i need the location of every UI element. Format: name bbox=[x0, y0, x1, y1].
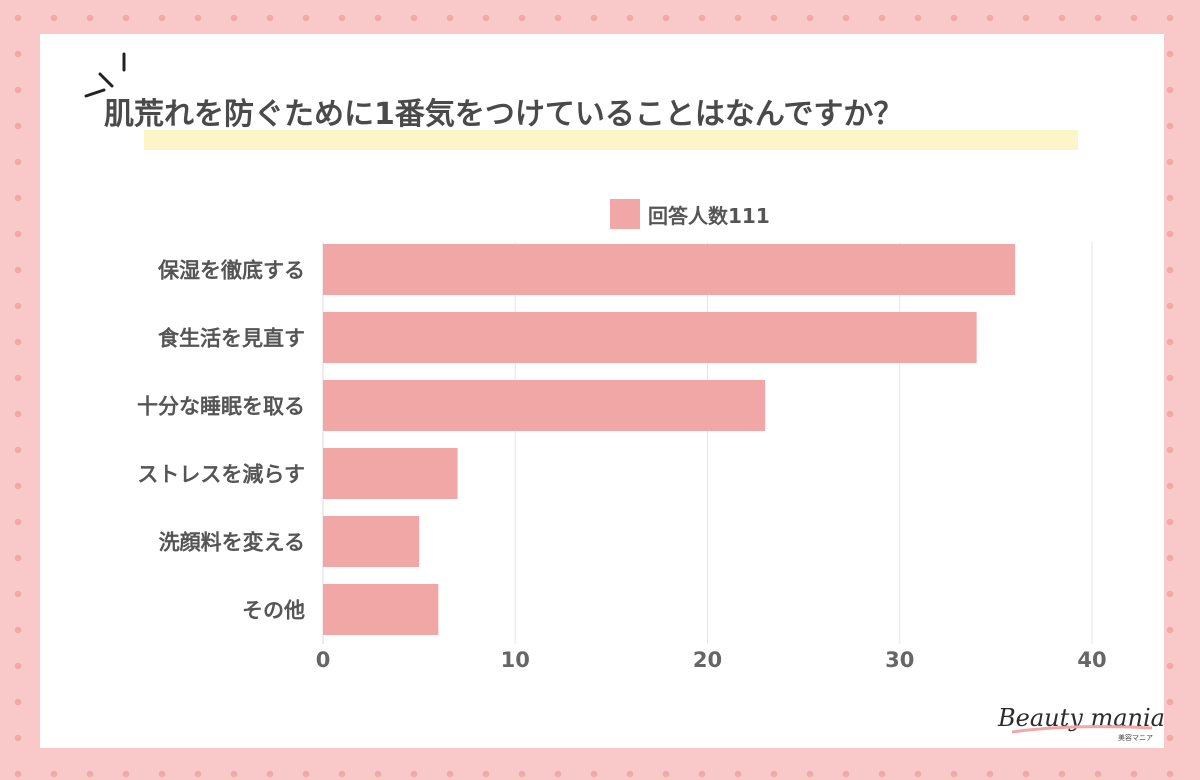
x-axis-ticks: 0 10 20 30 40 bbox=[316, 648, 1107, 672]
bar-chart: 肌荒れを防ぐために1番気をつけていることはなんですか？ 回答人数111 保湿を徹… bbox=[84, 52, 1164, 742]
x-tick-label: 20 bbox=[693, 648, 722, 672]
x-tick-label: 10 bbox=[501, 648, 530, 672]
x-tick-label: 30 bbox=[885, 648, 914, 672]
grid-lines bbox=[322, 242, 1093, 644]
x-tick-label: 0 bbox=[316, 648, 331, 672]
category-label: ストレスを減らす bbox=[137, 463, 305, 487]
chart-title: 肌荒れを防ぐために1番気をつけていることはなんですか？ bbox=[104, 97, 903, 132]
logo-swoosh-icon bbox=[1011, 725, 1153, 734]
bar bbox=[323, 448, 458, 499]
title-highlight bbox=[144, 130, 1078, 150]
category-label: 十分な睡眠を取る bbox=[137, 395, 305, 419]
bars bbox=[323, 244, 1016, 635]
chart-card: 肌荒れを防ぐために1番気をつけていることはなんですか？ 回答人数111 保湿を徹… bbox=[40, 34, 1164, 748]
category-label: 保湿を徹底する bbox=[157, 259, 305, 283]
category-label: 食生活を見直す bbox=[158, 327, 305, 351]
legend: 回答人数111 bbox=[610, 199, 770, 229]
bar bbox=[323, 312, 977, 363]
bar bbox=[323, 584, 439, 635]
legend-label: 回答人数111 bbox=[648, 204, 770, 228]
x-tick-label: 40 bbox=[1077, 648, 1106, 672]
legend-swatch bbox=[610, 199, 640, 229]
category-label: 洗顔料を変える bbox=[159, 531, 305, 555]
logo-sub: 美容マニア bbox=[1118, 733, 1153, 742]
category-label: その他 bbox=[242, 599, 305, 623]
bar bbox=[323, 516, 420, 567]
bar bbox=[323, 244, 1016, 295]
logo: Beauty mania 美容マニア bbox=[997, 704, 1164, 742]
bar bbox=[323, 380, 766, 431]
accent-marks-icon bbox=[84, 52, 126, 98]
